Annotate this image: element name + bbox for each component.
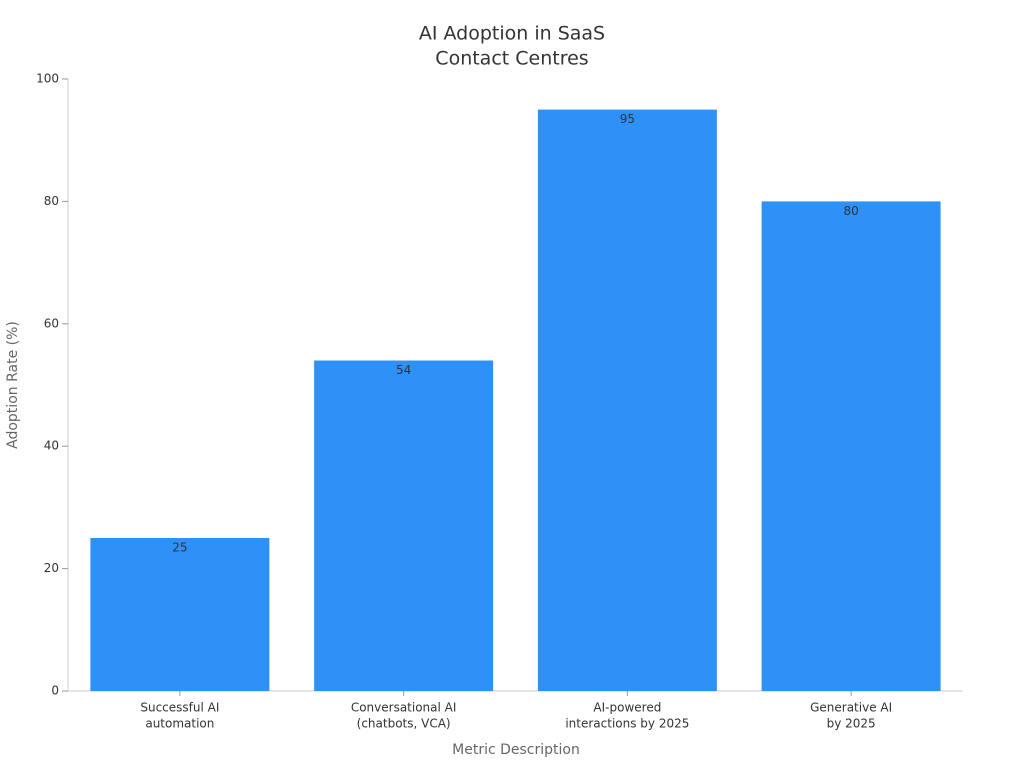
x-tick-label: automation [145,717,214,731]
x-tick-label: Conversational AI [351,701,457,715]
x-tick-label: AI-powered [593,701,661,715]
y-tick-label: 0 [51,684,59,698]
x-tick-label: Successful AI [140,701,219,715]
y-tick-label: 100 [36,72,59,86]
chart-title: Contact Centres [435,48,588,70]
bar [90,538,270,691]
y-tick-label: 20 [44,561,59,575]
x-tick-label: (chatbots, VCA) [357,717,451,731]
x-tick-label: by 2025 [827,717,876,731]
y-tick-label: 80 [44,194,59,208]
bar [314,360,494,691]
bar [537,109,717,692]
x-tick-label: Generative AI [810,701,892,715]
y-tick-label: 60 [44,316,59,330]
chart-title: AI Adoption in SaaS [419,23,605,45]
y-tick-label: 40 [44,439,59,453]
y-axis-label: Adoption Rate (%) [5,321,21,449]
x-tick-label: interactions by 2025 [565,717,689,731]
bar [761,201,941,691]
value-label: 95 [620,112,635,126]
value-label: 25 [172,541,187,555]
x-axis-label: Metric Description [452,742,580,758]
value-label: 80 [843,204,858,218]
value-label: 54 [396,363,411,377]
